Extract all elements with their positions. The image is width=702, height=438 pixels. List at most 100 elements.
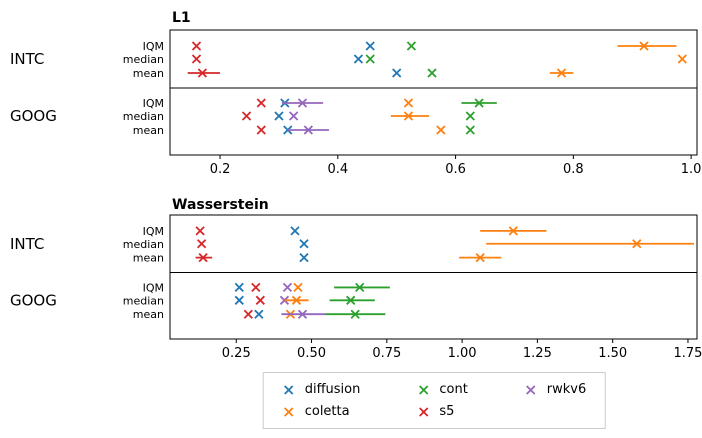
row-label: median [123,53,164,66]
x-marker-icon [418,406,428,417]
legend-entry-s5: s5 [416,404,467,419]
x-marker-diffusion [392,68,402,78]
x-marker-s5 [195,226,205,236]
legend-entry-diffusion: diffusion [282,382,361,397]
x-marker-cont [346,295,356,305]
row-label: IQM [143,40,164,53]
x-marker-s5 [256,125,266,135]
x-marker-diffusion [234,295,244,305]
x-marker-diffusion [234,282,244,293]
x-marker-rwkv6 [282,282,293,293]
x-marker-coletta [436,125,446,135]
group-label-intc: INTC [10,50,44,68]
x-marker-s5 [196,239,207,249]
x-marker-s5 [197,68,208,78]
row-label: mean [133,67,164,80]
x-marker-diffusion [365,41,375,51]
x-marker-rwkv6 [297,98,308,108]
row-label: median [123,110,164,123]
x-tick-label: 1.0 [681,162,702,177]
legend-label: diffusion [304,382,361,397]
x-marker-diffusion [290,226,300,236]
x-marker-cont [406,41,417,51]
x-marker-coletta [556,68,567,78]
row-label: IQM [143,225,164,238]
x-marker-icon [284,384,294,395]
x-marker-cont [365,54,375,64]
row-label: IQM [143,97,164,110]
x-marker-rwkv6 [279,295,290,305]
chart-l1: L10.2 0.4 0.6 0.8 1.0INTCIQMmedianmeanGOOGIQ… [10,10,702,177]
x-tick-label: 0.75 [372,346,401,361]
legend-label: rwkv6 [546,382,587,397]
legend: diffusion coletta cont s5 rwkv6 [262,372,606,429]
x-marker-rwkv6 [289,111,299,121]
x-tick-label: 0.2 [210,162,231,177]
x-tick-label: 0.8 [563,162,584,177]
x-marker-cont [350,309,360,319]
x-marker-cont [465,111,475,121]
x-tick-label: 0.50 [297,346,326,361]
group-label-goog: GOOG [10,291,57,309]
row-label: mean [133,124,164,137]
group-label-goog: GOOG [10,107,57,125]
x-marker-s5 [241,111,252,121]
x-marker-diffusion [274,111,284,121]
x-marker-coletta [508,226,518,236]
row-label: mean [133,252,164,265]
x-marker-cont [355,282,365,293]
x-tick-label: 0.6 [445,162,466,177]
legend-entry-cont: cont [416,382,468,397]
chart-title: Wasserstein [172,197,269,213]
x-marker-coletta [632,239,642,249]
x-marker-s5 [255,295,265,305]
x-marker-coletta [403,98,414,108]
legend-label: coletta [304,404,350,419]
x-marker-icon [526,384,536,395]
axes-frame [169,29,698,156]
group-label-intc: INTC [10,235,44,253]
x-marker-cont [427,68,437,78]
x-marker-coletta [403,111,414,121]
x-tick-label: 1.50 [598,346,627,361]
x-marker-diffusion [283,125,293,135]
legend-entry-rwkv6: rwkv6 [524,382,586,397]
x-marker-coletta [475,253,485,263]
row-label: IQM [143,281,164,294]
x-marker-rwkv6 [303,125,314,135]
row-label: median [123,294,164,307]
x-marker-icon [284,406,294,417]
x-marker-s5 [191,41,202,51]
legend-label: s5 [439,404,455,419]
x-tick-label: 0.4 [327,162,348,177]
chart-title: L1 [172,10,191,26]
x-marker-cont [465,125,475,135]
x-marker-s5 [191,54,202,64]
x-marker-coletta [639,41,649,51]
x-marker-s5 [256,98,266,108]
x-tick-label: 1.75 [673,346,702,361]
row-label: mean [133,308,164,321]
x-marker-coletta [291,295,302,305]
row-label: median [123,238,164,251]
x-marker-coletta [293,282,303,293]
legend-label: cont [439,382,468,397]
x-marker-cont [474,98,484,108]
chart-wasserstein: Wasserstein 0.25 0.50 0.75 1.00 1.25 1.50 1.75 I… [10,197,702,361]
x-marker-rwkv6 [297,309,308,319]
x-marker-diffusion [299,239,309,249]
x-marker-s5 [243,309,253,319]
x-marker-diffusion [254,309,264,319]
legend-entry-coletta: coletta [282,404,361,419]
x-tick-label: 1.00 [448,346,477,361]
x-marker-diffusion [353,54,364,64]
x-tick-label: 1.25 [523,346,552,361]
x-tick-label: 0.25 [222,346,251,361]
x-marker-diffusion [299,253,309,263]
x-marker-s5 [251,282,261,293]
x-marker-coletta [677,54,687,64]
x-marker-s5 [198,253,208,263]
axes-frame [169,214,698,340]
x-marker-icon [418,384,428,395]
